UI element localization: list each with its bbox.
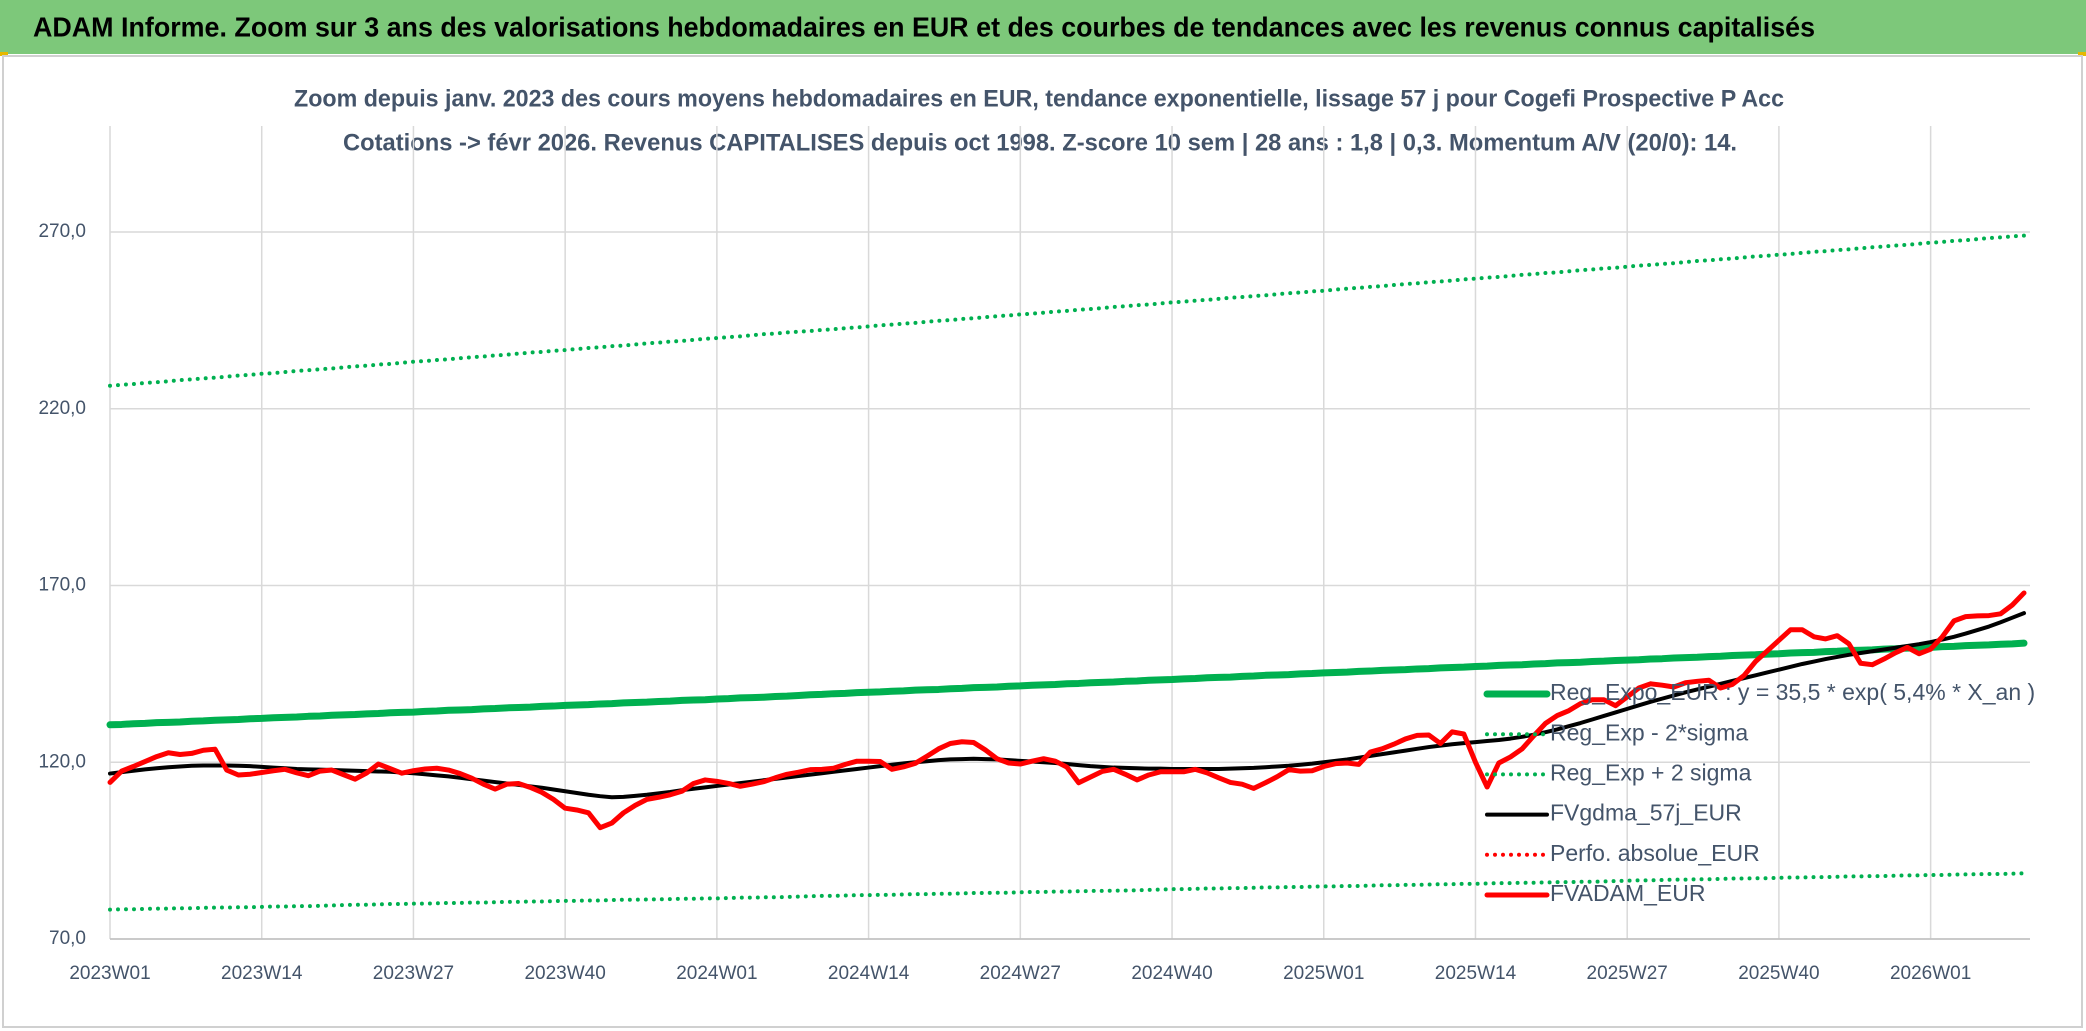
- y-tick-label: 170,0: [38, 575, 86, 596]
- x-tick-label: 2024W27: [980, 963, 1061, 984]
- grid: 70,0 120,0 170,0 220,0 270,0 2023W01 2023W14 20…: [38, 126, 2030, 984]
- corner-accent: [0, 52, 8, 56]
- x-tick-label: 2023W27: [373, 963, 454, 984]
- chart-frame: [2, 55, 2083, 1028]
- series-line: [108, 233, 2026, 388]
- series-line: [107, 590, 2027, 831]
- legend-label: Reg_Expo_EUR : y = 35,5 * exp( 5,4% * X_…: [1550, 679, 2035, 705]
- x-tick-label: 2025W01: [1283, 963, 1364, 984]
- x-tick-label: 2026W01: [1890, 963, 1971, 984]
- header-title: ADAM Informe. Zoom sur 3 ans des valoris…: [33, 11, 1815, 42]
- y-tick-label: 270,0: [38, 221, 86, 242]
- chart-title: Zoom depuis janv. 2023 des cours moyens …: [294, 85, 1784, 112]
- x-tick-label: 2025W40: [1738, 963, 1819, 984]
- legend-label: Perfo. absolue_EUR: [1550, 840, 1760, 866]
- y-tick-label: 120,0: [38, 751, 86, 772]
- y-tick-label: 70,0: [49, 928, 86, 949]
- x-tick-label: 2025W27: [1587, 963, 1668, 984]
- legend-label: FVADAM_EUR: [1550, 880, 1706, 906]
- legend-label: Reg_Exp + 2 sigma: [1550, 759, 1752, 785]
- x-tick-label: 2023W14: [221, 963, 303, 984]
- x-tick-label: 2023W01: [69, 963, 150, 984]
- plot-lines: [106, 233, 2028, 912]
- series-line: [108, 611, 2026, 800]
- y-tick-label: 220,0: [38, 398, 86, 419]
- x-tick-label: 2024W40: [1131, 963, 1212, 984]
- x-tick-label: 2023W40: [524, 963, 605, 984]
- x-tick-label: 2024W14: [828, 963, 910, 984]
- x-tick-label: 2025W14: [1435, 963, 1517, 984]
- x-tick-label: 2024W01: [676, 963, 757, 984]
- legend-label: FVgdma_57j_EUR: [1550, 800, 1742, 826]
- header-bar: [0, 0, 2086, 54]
- corner-accent: [2078, 52, 2086, 56]
- chart-subtitle: Cotations -> févr 2026. Revenus CAPITALI…: [343, 129, 1737, 156]
- series-line: [108, 871, 2026, 912]
- legend-label: Reg_Exp - 2*sigma: [1550, 719, 1748, 745]
- series-line: [106, 639, 2028, 729]
- legend: Reg_Expo_EUR : y = 35,5 * exp( 5,4% * X_…: [1483, 679, 2035, 906]
